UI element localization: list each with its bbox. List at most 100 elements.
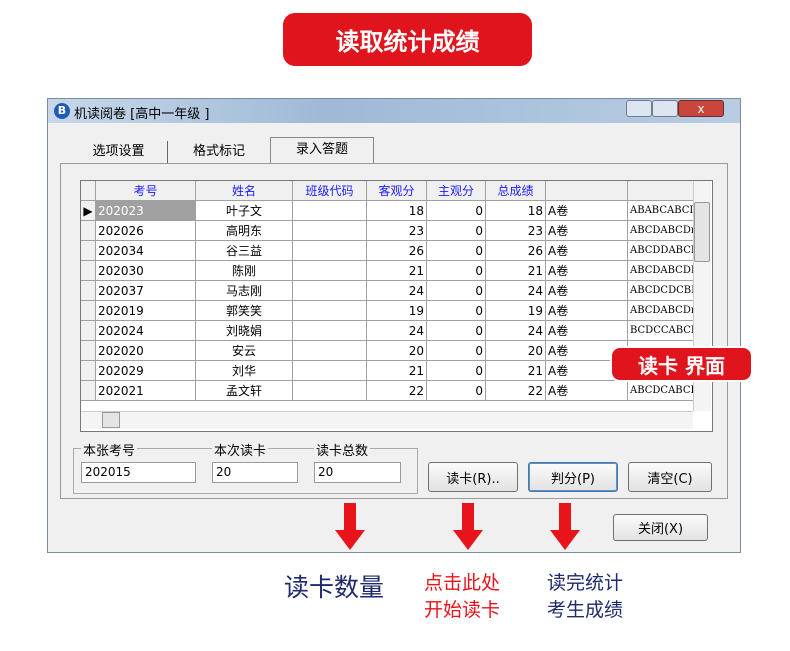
- cell[interactable]: 18: [367, 201, 427, 221]
- row-header[interactable]: [81, 281, 96, 301]
- grade-button[interactable]: 判分(P): [528, 462, 618, 492]
- header-cell[interactable]: 姓名: [196, 181, 293, 201]
- cell[interactable]: 202034: [96, 241, 196, 261]
- cell[interactable]: ABCDCDCBI: [628, 281, 701, 301]
- cell[interactable]: 21: [486, 261, 546, 281]
- cell[interactable]: 24: [367, 321, 427, 341]
- cell[interactable]: 202026: [96, 221, 196, 241]
- cell[interactable]: 0: [427, 381, 486, 401]
- cell[interactable]: 0: [427, 361, 486, 381]
- row-header[interactable]: [81, 221, 96, 241]
- header-cell[interactable]: 客观分: [367, 181, 427, 201]
- text-input[interactable]: 20: [212, 462, 298, 483]
- cell[interactable]: 24: [367, 281, 427, 301]
- cell[interactable]: A卷: [546, 221, 628, 241]
- cell[interactable]: 22: [367, 381, 427, 401]
- cell[interactable]: 21: [367, 261, 427, 281]
- cell[interactable]: 谷三益: [196, 241, 293, 261]
- row-header[interactable]: [81, 261, 96, 281]
- row-header[interactable]: [81, 301, 96, 321]
- cell[interactable]: 202029: [96, 361, 196, 381]
- cell[interactable]: A卷: [546, 381, 628, 401]
- header-cell[interactable]: 总成绩: [486, 181, 546, 201]
- row-header[interactable]: [81, 321, 96, 341]
- cell[interactable]: 0: [427, 241, 486, 261]
- cell[interactable]: ABCDABCDı: [628, 221, 701, 241]
- tab-active[interactable]: 录入答题: [270, 137, 374, 164]
- close-window-button[interactable]: x: [678, 100, 724, 117]
- cell[interactable]: [293, 261, 367, 281]
- cell[interactable]: 21: [367, 361, 427, 381]
- cell[interactable]: 22: [486, 381, 546, 401]
- cell[interactable]: A卷: [546, 261, 628, 281]
- cell[interactable]: [293, 301, 367, 321]
- cell[interactable]: A卷: [546, 201, 628, 221]
- cell[interactable]: 0: [427, 321, 486, 341]
- text-input[interactable]: 202015: [81, 462, 196, 483]
- cell[interactable]: [293, 341, 367, 361]
- scroll-thumb[interactable]: [102, 412, 120, 428]
- cell[interactable]: ABABCABCI: [628, 201, 701, 221]
- cell[interactable]: 高明东: [196, 221, 293, 241]
- text-input[interactable]: 20: [314, 462, 401, 483]
- minimize-button[interactable]: [626, 100, 652, 117]
- cell[interactable]: 202021: [96, 381, 196, 401]
- cell[interactable]: 26: [367, 241, 427, 261]
- cell[interactable]: A卷: [546, 321, 628, 341]
- row-header[interactable]: [81, 381, 96, 401]
- cell[interactable]: ABCDDABCI: [628, 241, 701, 261]
- cell[interactable]: 安云: [196, 341, 293, 361]
- cell[interactable]: 202019: [96, 301, 196, 321]
- cell[interactable]: A卷: [546, 301, 628, 321]
- cell[interactable]: 孟文轩: [196, 381, 293, 401]
- cell[interactable]: 0: [427, 341, 486, 361]
- cell[interactable]: [293, 281, 367, 301]
- row-header[interactable]: [81, 341, 96, 361]
- cell[interactable]: 202030: [96, 261, 196, 281]
- cell[interactable]: 24: [486, 321, 546, 341]
- cell[interactable]: 26: [486, 241, 546, 261]
- header-cell[interactable]: [546, 181, 628, 201]
- row-header[interactable]: [81, 241, 96, 261]
- cell[interactable]: ABCDABCDI: [628, 261, 701, 281]
- cell[interactable]: 郭笑笑: [196, 301, 293, 321]
- cell[interactable]: 19: [486, 301, 546, 321]
- header-cell[interactable]: 考号: [96, 181, 196, 201]
- cell[interactable]: 19: [367, 301, 427, 321]
- cell[interactable]: 0: [427, 221, 486, 241]
- cell[interactable]: [293, 241, 367, 261]
- cell[interactable]: 刘晓娟: [196, 321, 293, 341]
- cell[interactable]: BCDCCABCI: [628, 321, 701, 341]
- cell[interactable]: 21: [486, 361, 546, 381]
- cell[interactable]: 202024: [96, 321, 196, 341]
- cell[interactable]: 20: [367, 341, 427, 361]
- horizontal-scrollbar[interactable]: [81, 411, 693, 429]
- header-cell[interactable]: 班级代码: [293, 181, 367, 201]
- header-cell[interactable]: [628, 181, 701, 201]
- scroll-thumb[interactable]: [694, 202, 710, 262]
- cell[interactable]: A卷: [546, 281, 628, 301]
- cell[interactable]: [293, 201, 367, 221]
- cell[interactable]: 24: [486, 281, 546, 301]
- tab[interactable]: 选项设置: [70, 141, 168, 163]
- cell[interactable]: ABCDCABCI: [628, 381, 701, 401]
- cell[interactable]: 202037: [96, 281, 196, 301]
- cell[interactable]: [293, 321, 367, 341]
- cell[interactable]: 20: [486, 341, 546, 361]
- cell[interactable]: ABCDABCDı: [628, 301, 701, 321]
- cell[interactable]: 202023: [96, 201, 196, 221]
- cell[interactable]: 23: [367, 221, 427, 241]
- header-cell[interactable]: 主观分: [427, 181, 486, 201]
- cell[interactable]: 0: [427, 301, 486, 321]
- cell[interactable]: 0: [427, 201, 486, 221]
- cell[interactable]: 0: [427, 261, 486, 281]
- cell[interactable]: 叶子文: [196, 201, 293, 221]
- cell[interactable]: [293, 381, 367, 401]
- cell[interactable]: 0: [427, 281, 486, 301]
- cell[interactable]: A卷: [546, 241, 628, 261]
- cell[interactable]: 陈刚: [196, 261, 293, 281]
- maximize-button[interactable]: [652, 100, 678, 117]
- cell[interactable]: [293, 221, 367, 241]
- cell[interactable]: 202020: [96, 341, 196, 361]
- read-card-button[interactable]: 读卡(R)..: [428, 462, 518, 492]
